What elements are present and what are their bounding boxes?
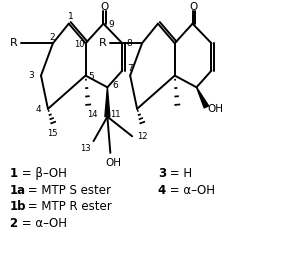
- Text: O: O: [189, 2, 198, 12]
- Text: 3: 3: [158, 167, 166, 180]
- Text: OH: OH: [207, 104, 223, 114]
- Text: 9: 9: [109, 20, 114, 29]
- Text: R: R: [9, 38, 17, 48]
- Text: 1a: 1a: [9, 184, 25, 197]
- Text: 1: 1: [9, 167, 17, 180]
- Text: 12: 12: [137, 132, 147, 141]
- Text: = MTP R ester: = MTP R ester: [24, 200, 112, 213]
- Text: = β–OH: = β–OH: [18, 167, 67, 180]
- Text: 13: 13: [80, 144, 91, 153]
- Text: 1: 1: [68, 12, 74, 21]
- Text: = α–OH: = α–OH: [18, 217, 67, 230]
- Text: O: O: [100, 2, 109, 12]
- Polygon shape: [105, 87, 110, 117]
- Text: R: R: [99, 38, 106, 48]
- Text: 1b: 1b: [9, 200, 26, 213]
- Text: 6: 6: [112, 81, 118, 90]
- Text: 4: 4: [35, 105, 41, 114]
- Text: 15: 15: [47, 129, 57, 138]
- Text: 7: 7: [127, 64, 133, 73]
- Text: 10: 10: [74, 40, 85, 49]
- Text: = MTP S ester: = MTP S ester: [24, 184, 111, 197]
- Text: 3: 3: [28, 71, 34, 80]
- Polygon shape: [196, 87, 209, 108]
- Text: 11: 11: [110, 110, 121, 119]
- Text: = H: = H: [166, 167, 192, 180]
- Text: OH: OH: [105, 158, 121, 168]
- Text: 2: 2: [9, 217, 17, 230]
- Text: = α–OH: = α–OH: [166, 184, 215, 197]
- Text: 8: 8: [126, 39, 132, 48]
- Text: 2: 2: [49, 33, 55, 42]
- Text: 5: 5: [89, 72, 94, 81]
- Text: 4: 4: [158, 184, 166, 197]
- Text: 14: 14: [87, 110, 98, 119]
